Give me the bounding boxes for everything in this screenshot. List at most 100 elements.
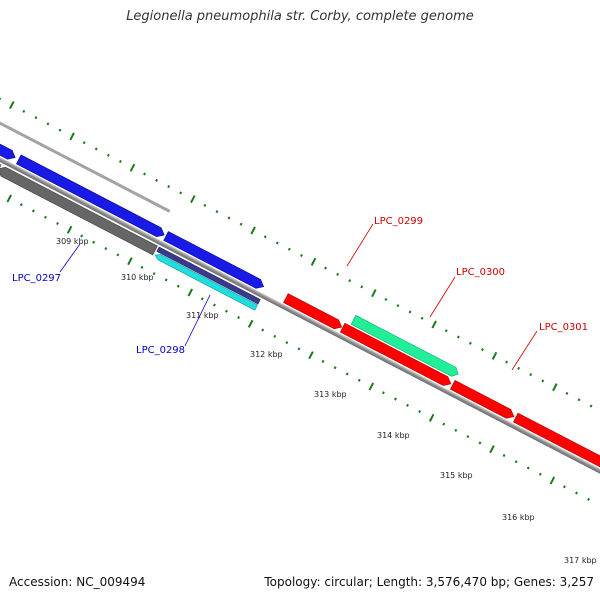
- gene-label-lpc-0298[interactable]: LPC_0298: [136, 345, 185, 356]
- outer-major-tick: [310, 257, 317, 266]
- gene-lpc-0299-shape[interactable]: [283, 293, 345, 332]
- outer-minor-tick: [324, 266, 328, 270]
- accession-label: Accession: NC_009494: [9, 575, 146, 589]
- kbp-label-309: 309 kbp: [56, 237, 89, 246]
- outer-minor-tick: [167, 185, 171, 189]
- outer-minor-tick: [34, 116, 38, 120]
- minus-strand-genes: [0, 146, 261, 311]
- outer-minor-tick: [263, 235, 267, 239]
- inner-minor-tick: [92, 240, 96, 244]
- gene-label-lpc-0299[interactable]: LPC_0299: [374, 216, 423, 227]
- gene-label-lpc-0300[interactable]: LPC_0300: [456, 267, 505, 278]
- gene-lpc-0297-shape[interactable]: [0, 164, 158, 256]
- outer-minor-tick: [155, 178, 159, 182]
- inner-minor-tick: [575, 491, 578, 495]
- inner-major-tick: [247, 319, 254, 328]
- outer-minor-tick: [118, 159, 122, 164]
- outer-minor-tick: [348, 279, 352, 283]
- outer-minor-tick: [481, 348, 484, 352]
- inner-major-tick: [187, 288, 194, 297]
- outer-minor-tick: [517, 366, 521, 370]
- outer-minor-tick: [203, 203, 207, 207]
- inner-minor-tick: [212, 303, 216, 307]
- inner-major-tick: [127, 257, 133, 266]
- outer-minor-tick: [275, 241, 279, 245]
- outer-tick-row: [0, 97, 593, 408]
- plus-strand-genes: [0, 140, 600, 474]
- inner-major-tick: [6, 194, 12, 203]
- gene-lpc-0294[interactable]: [16, 154, 166, 239]
- inner-minor-tick: [104, 247, 108, 251]
- gene-label-lpc-0301[interactable]: LPC_0301: [539, 322, 588, 333]
- kbp-label-314: 314 kbp: [377, 431, 410, 440]
- gene-lpc-0301-shape[interactable]: [339, 322, 453, 388]
- outer-minor-tick: [529, 373, 533, 377]
- inner-minor-tick: [514, 460, 518, 464]
- outer-major-tick: [552, 383, 558, 392]
- inner-minor-tick: [466, 435, 470, 439]
- gene-lpc-0300-shape[interactable]: [350, 314, 460, 378]
- outer-major-tick: [9, 101, 15, 110]
- kbp-label-313: 313 kbp: [314, 390, 347, 399]
- gene-lpc-0298-shape[interactable]: [154, 252, 258, 311]
- outer-minor-tick: [299, 254, 303, 258]
- inner-minor-tick: [381, 391, 385, 395]
- inner-minor-tick: [538, 472, 542, 476]
- gene-lpc-0293[interactable]: [0, 140, 17, 162]
- inner-minor-tick: [152, 272, 156, 276]
- inner-minor-tick: [562, 485, 566, 489]
- outer-minor-tick: [143, 172, 146, 176]
- kbp-label-316: 316 kbp: [502, 513, 535, 522]
- outer-minor-tick: [565, 391, 569, 395]
- outer-minor-tick: [444, 329, 448, 333]
- outer-minor-tick: [589, 404, 593, 408]
- outer-major-tick: [129, 163, 136, 172]
- outer-minor-tick: [456, 335, 460, 339]
- inner-minor-tick: [406, 403, 409, 407]
- inner-tick-row: [6, 194, 591, 501]
- outer-major-tick: [431, 320, 437, 329]
- outer-minor-tick: [541, 379, 545, 383]
- gene-lpc-0302[interactable]: [449, 379, 516, 421]
- inner-minor-tick: [200, 297, 204, 301]
- outer-minor-tick: [408, 310, 412, 314]
- inner-minor-tick: [526, 466, 530, 470]
- inner-minor-tick: [321, 359, 325, 363]
- inner-minor-tick: [140, 265, 144, 269]
- inner-minor-tick: [261, 328, 265, 332]
- inner-minor-tick: [116, 253, 120, 257]
- gene-lpc-0295[interactable]: [163, 231, 266, 291]
- gene-lpc-0303[interactable]: [512, 412, 600, 474]
- outer-minor-tick: [46, 122, 50, 126]
- inner-major-tick: [368, 382, 375, 391]
- outer-major-tick: [371, 289, 377, 298]
- inner-minor-tick: [454, 428, 458, 432]
- outer-minor-tick: [22, 109, 26, 113]
- outer-major-tick: [190, 195, 196, 204]
- kbp-label-310: 310 kbp: [121, 273, 154, 282]
- outer-minor-tick: [179, 191, 183, 195]
- gene-label-lpc-0297[interactable]: LPC_0297: [12, 273, 61, 284]
- inner-minor-tick: [394, 397, 397, 401]
- outer-minor-tick: [396, 304, 400, 308]
- inner-minor-tick: [418, 410, 422, 414]
- kbp-label-311: 311 kbp: [186, 311, 219, 320]
- kbp-scale-labels: 309 kbp 310 kbp 311 kbp 312 kbp 313 kbp …: [56, 237, 597, 565]
- map-title: Legionella pneumophila str. Corby, compl…: [126, 9, 474, 24]
- gene-callouts: LPC_0297 LPC_0298 LPC_0299 LPC_0300 LPC_…: [12, 216, 588, 371]
- outer-minor-tick: [94, 147, 98, 151]
- inner-minor-tick: [297, 347, 301, 351]
- kbp-label-317: 317 kbp: [564, 556, 597, 565]
- inner-minor-tick: [31, 209, 35, 213]
- kbp-label-312: 312 kbp: [250, 350, 283, 359]
- outer-minor-tick: [58, 128, 62, 132]
- kbp-label-315: 315 kbp: [440, 471, 473, 480]
- inner-minor-tick: [164, 278, 168, 282]
- outer-minor-tick: [384, 297, 388, 301]
- outer-minor-tick: [227, 216, 231, 220]
- inner-minor-tick: [44, 215, 47, 219]
- inner-major-tick: [549, 476, 556, 485]
- inner-minor-tick: [56, 221, 59, 226]
- gene-lpc-0298-navy[interactable]: [156, 246, 261, 305]
